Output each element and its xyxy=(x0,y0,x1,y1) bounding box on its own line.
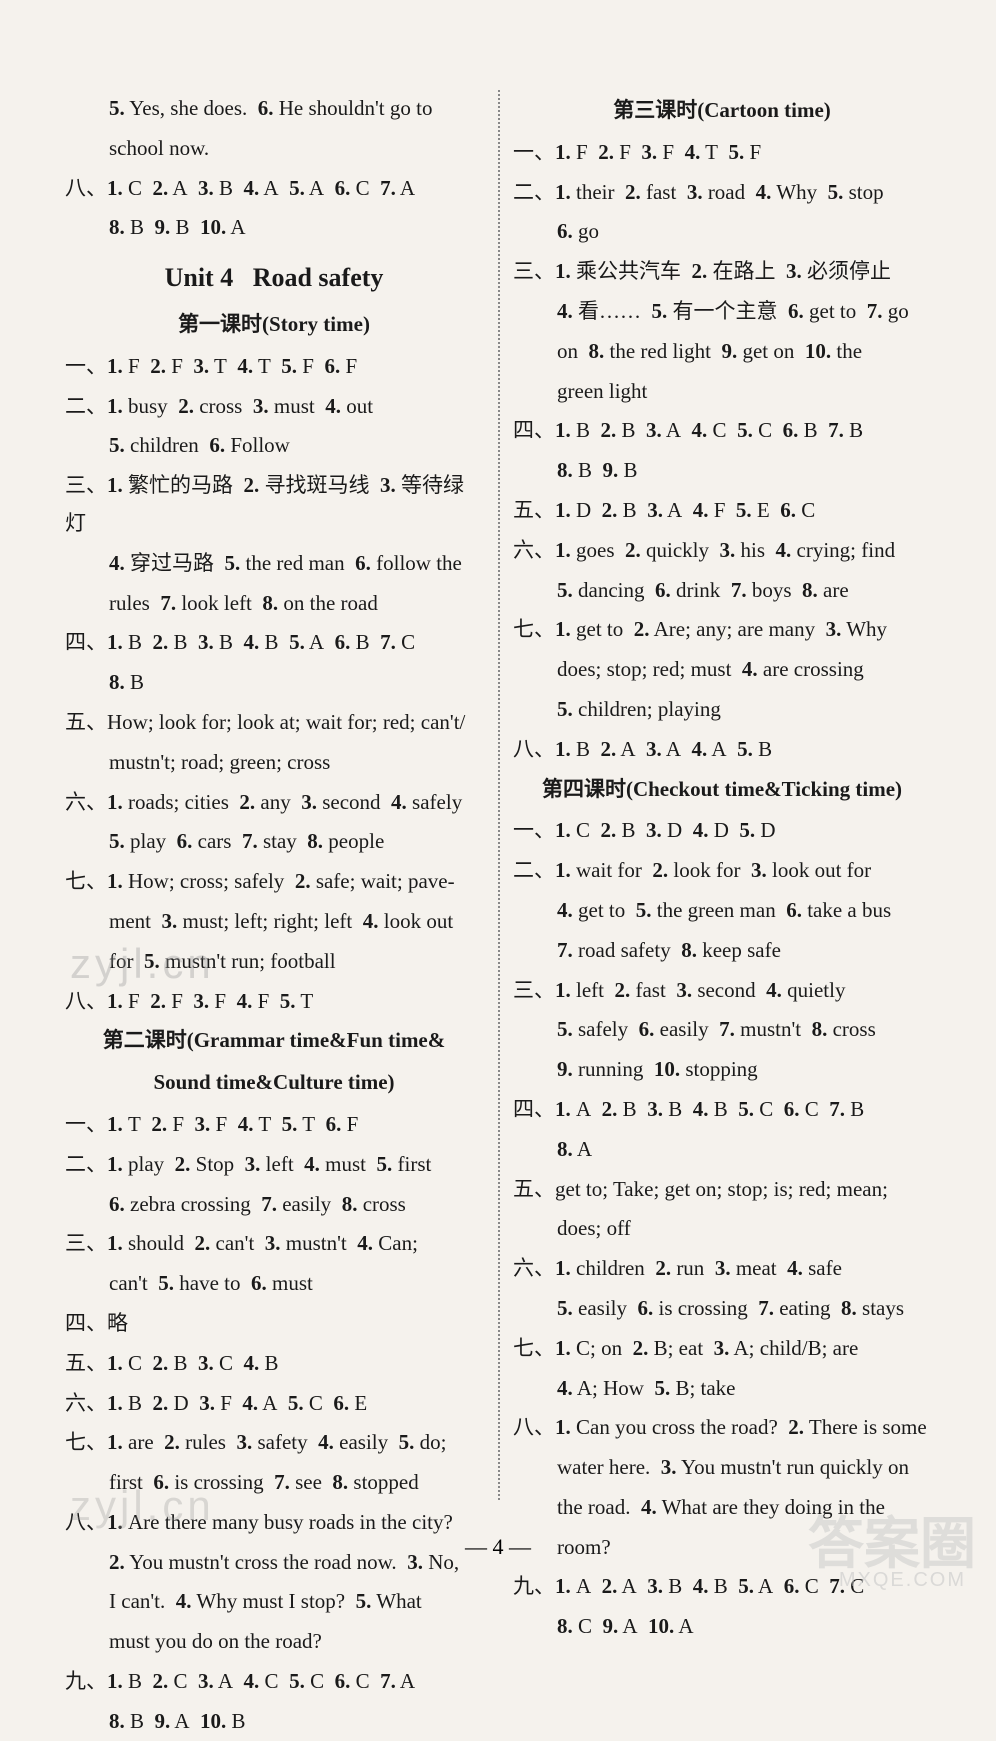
answer-line: 8. A xyxy=(513,1131,931,1169)
answer-line: mustn't; road; green; cross xyxy=(65,744,483,782)
right-column: 第三课时(Cartoon time) 一、1. F 2. F 3. F 4. T … xyxy=(498,90,946,1540)
answer-line: 八、1. F 2. F 3. F 4. F 5. T xyxy=(65,983,483,1021)
answer-line: 4. A; How 5. B; take xyxy=(513,1370,931,1408)
answer-line: 5. children 6. Follow xyxy=(65,427,483,465)
answer-line: 2. You mustn't cross the road now. 3. No… xyxy=(65,1544,483,1582)
answer-line: 8. C 9. A 10. A xyxy=(513,1608,931,1646)
answer-line: 三、1. 繁忙的马路 2. 寻找斑马线 3. 等待绿灯 xyxy=(65,467,483,543)
column-divider xyxy=(498,90,500,1500)
answer-line: 8. B 9. B xyxy=(513,452,931,490)
answer-line: 七、1. get to 2. Are; any; are many 3. Why xyxy=(513,611,931,649)
answer-line: room? xyxy=(513,1529,931,1567)
answer-line: 5. dancing 6. drink 7. boys 8. are xyxy=(513,572,931,610)
answer-line: 5. safely 6. easily 7. mustn't 8. cross xyxy=(513,1011,931,1049)
answer-line: 五、1. C 2. B 3. C 4. B xyxy=(65,1345,483,1383)
answer-line: school now. xyxy=(65,130,483,168)
answer-line: first 6. is crossing 7. see 8. stopped xyxy=(65,1464,483,1502)
lesson-header: 第三课时(Cartoon time) xyxy=(513,92,931,130)
answer-line: 七、1. How; cross; safely 2. safe; wait; p… xyxy=(65,863,483,901)
lesson-header: 第四课时(Checkout time&Ticking time) xyxy=(513,771,931,809)
answer-line: 七、1. are 2. rules 3. safety 4. easily 5.… xyxy=(65,1424,483,1462)
answer-line: 五、How; look for; look at; wait for; red;… xyxy=(65,704,483,742)
answer-line: water here. 3. You mustn't run quickly o… xyxy=(513,1449,931,1487)
answer-line: 一、1. F 2. F 3. F 4. T 5. F xyxy=(513,134,931,172)
answer-line: 四、1. B 2. B 3. B 4. B 5. A 6. B 7. C xyxy=(65,624,483,662)
answer-line: I can't. 4. Why must I stop? 5. What xyxy=(65,1583,483,1621)
answer-line: must you do on the road? xyxy=(65,1623,483,1661)
page: 5. Yes, she does. 6. He shouldn't go tos… xyxy=(0,0,996,1600)
answer-line: 八、1. Are there many busy roads in the ci… xyxy=(65,1504,483,1542)
answer-line: 五、1. D 2. B 3. A 4. F 5. E 6. C xyxy=(513,492,931,530)
answer-line: 8. B xyxy=(65,664,483,702)
answer-line: 6. zebra crossing 7. easily 8. cross xyxy=(65,1186,483,1224)
answer-line: 一、1. C 2. B 3. D 4. D 5. D xyxy=(513,812,931,850)
answer-line: 八、1. B 2. A 3. A 4. A 5. B xyxy=(513,731,931,769)
answer-line: 二、1. busy 2. cross 3. must 4. out xyxy=(65,388,483,426)
answer-line: green light xyxy=(513,373,931,411)
answer-line: 二、1. their 2. fast 3. road 4. Why 5. sto… xyxy=(513,174,931,212)
unit-header: Unit 4 Road safety xyxy=(65,255,483,302)
answer-line: 5. easily 6. is crossing 7. eating 8. st… xyxy=(513,1290,931,1328)
answer-line: 二、1. wait for 2. look for 3. look out fo… xyxy=(513,852,931,890)
answer-line: 三、1. left 2. fast 3. second 4. quietly xyxy=(513,972,931,1010)
answer-line: 六、1. B 2. D 3. F 4. A 5. C 6. E xyxy=(65,1385,483,1423)
answer-line: 5. Yes, she does. 6. He shouldn't go to xyxy=(65,90,483,128)
answer-line: 5. children; playing xyxy=(513,691,931,729)
answer-line: does; off xyxy=(513,1210,931,1248)
answer-line: for 5. mustn't run; football xyxy=(65,943,483,981)
answer-line: 五、get to; Take; get on; stop; is; red; m… xyxy=(513,1171,931,1209)
answer-line: does; stop; red; must 4. are crossing xyxy=(513,651,931,689)
answer-line: 六、1. children 2. run 3. meat 4. safe xyxy=(513,1250,931,1288)
answer-line: 一、1. F 2. F 3. T 4. T 5. F 6. F xyxy=(65,348,483,386)
answer-line: 七、1. C; on 2. B; eat 3. A; child/B; are xyxy=(513,1330,931,1368)
lesson-header: 第一课时(Story time) xyxy=(65,306,483,344)
lesson-header: 第二课时(Grammar time&Fun time& xyxy=(65,1022,483,1060)
answer-line: 三、1. 乘公共汽车 2. 在路上 3. 必须停止 xyxy=(513,253,931,291)
answer-line: 4. 看…… 5. 有一个主意 6. get to 7. go xyxy=(513,293,931,331)
answer-line: 九、1. A 2. A 3. B 4. B 5. A 6. C 7. C xyxy=(513,1568,931,1606)
answer-line: 三、1. should 2. can't 3. mustn't 4. Can; xyxy=(65,1225,483,1263)
answer-line: 八、1. Can you cross the road? 2. There is… xyxy=(513,1409,931,1447)
answer-line: 八、1. C 2. A 3. B 4. A 5. A 6. C 7. A xyxy=(65,170,483,208)
answer-line: 四、1. A 2. B 3. B 4. B 5. C 6. C 7. B xyxy=(513,1091,931,1129)
page-number: — 4 — xyxy=(465,1534,531,1560)
answer-line: 六、1. roads; cities 2. any 3. second 4. s… xyxy=(65,784,483,822)
answer-line: 六、1. goes 2. quickly 3. his 4. crying; f… xyxy=(513,532,931,570)
answer-line: 九、1. B 2. C 3. A 4. C 5. C 6. C 7. A xyxy=(65,1663,483,1701)
answer-line: 7. road safety 8. keep safe xyxy=(513,932,931,970)
answer-line: 5. play 6. cars 7. stay 8. people xyxy=(65,823,483,861)
answer-line: 8. B 9. B 10. A xyxy=(65,209,483,247)
answer-line: 4. 穿过马路 5. the red man 6. follow the xyxy=(65,545,483,583)
answer-line: 一、1. T 2. F 3. F 4. T 5. T 6. F xyxy=(65,1106,483,1144)
answer-line: rules 7. look left 8. on the road xyxy=(65,585,483,623)
answer-line: 四、1. B 2. B 3. A 4. C 5. C 6. B 7. B xyxy=(513,412,931,450)
answer-line: the road. 4. What are they doing in the xyxy=(513,1489,931,1527)
left-column: 5. Yes, she does. 6. He shouldn't go tos… xyxy=(50,90,498,1540)
answer-line: 二、1. play 2. Stop 3. left 4. must 5. fir… xyxy=(65,1146,483,1184)
answer-line: ment 3. must; left; right; left 4. look … xyxy=(65,903,483,941)
answer-line: can't 5. have to 6. must xyxy=(65,1265,483,1303)
answer-line: on 8. the red light 9. get on 10. the xyxy=(513,333,931,371)
answer-line: 四、略 xyxy=(65,1305,483,1343)
answer-line: 6. go xyxy=(513,213,931,251)
answer-line: 4. get to 5. the green man 6. take a bus xyxy=(513,892,931,930)
lesson-header: Sound time&Culture time) xyxy=(65,1064,483,1102)
answer-line: 8. B 9. A 10. B xyxy=(65,1703,483,1741)
answer-line: 9. running 10. stopping xyxy=(513,1051,931,1089)
